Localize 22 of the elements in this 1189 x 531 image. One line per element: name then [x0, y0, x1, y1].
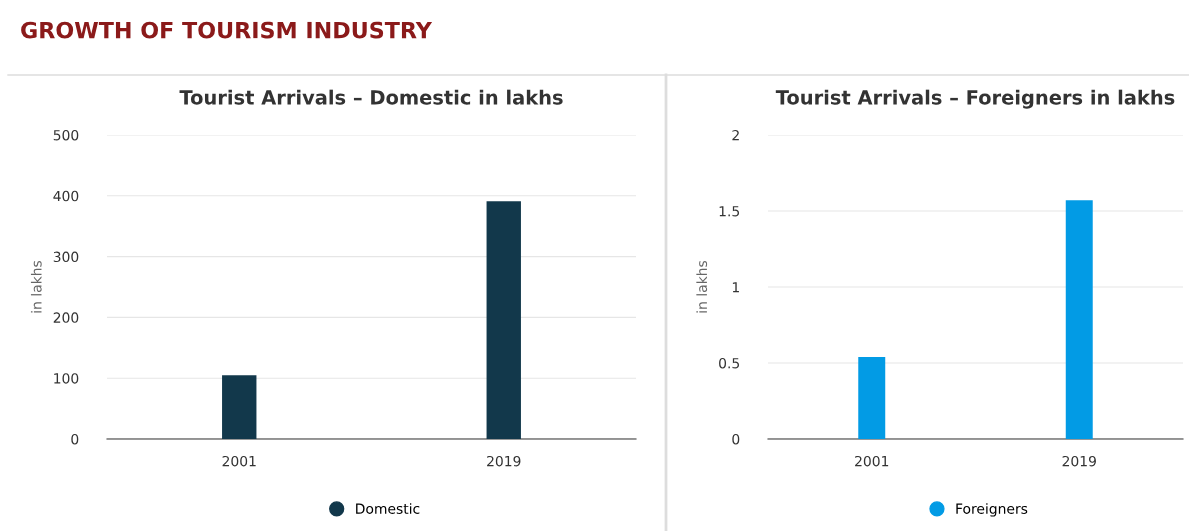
x-tick-label: 2019 — [1062, 455, 1096, 467]
chart-title: Tourist Arrivals – Domestic in lakhs — [179, 89, 563, 105]
y-axis-title: in lakhs — [696, 260, 708, 313]
chart-title: Tourist Arrivals – Foreigners in lakhs — [775, 89, 1175, 109]
y-axis-title: in lakhs — [30, 260, 42, 313]
text: GROWTH OF TOURISM INDUSTRY — [21, 21, 433, 39]
y-tick-label: 100 — [54, 373, 79, 384]
y-tick-label: 300 — [53, 251, 79, 263]
y-tick-label: 0 — [71, 433, 79, 445]
legend-label: Foreigners — [956, 503, 1028, 517]
y-tick-label: 0.5 — [719, 357, 740, 369]
y-tick-label: 200 — [53, 312, 79, 323]
x-tick-label: 2001 — [855, 455, 889, 467]
x-tick-label: 2001 — [222, 455, 256, 467]
x-tick-label: 2019 — [487, 455, 521, 467]
y-tick-label: 500 — [53, 129, 79, 141]
y-tick-label: 400 — [53, 190, 79, 202]
y-tick-label: 0 — [732, 433, 740, 445]
y-tick-label: 1.5 — [719, 206, 740, 217]
y-tick-label: 2 — [732, 129, 739, 141]
legend-label: Domestic — [356, 503, 420, 514]
y-tick-label: 1 — [732, 282, 739, 293]
